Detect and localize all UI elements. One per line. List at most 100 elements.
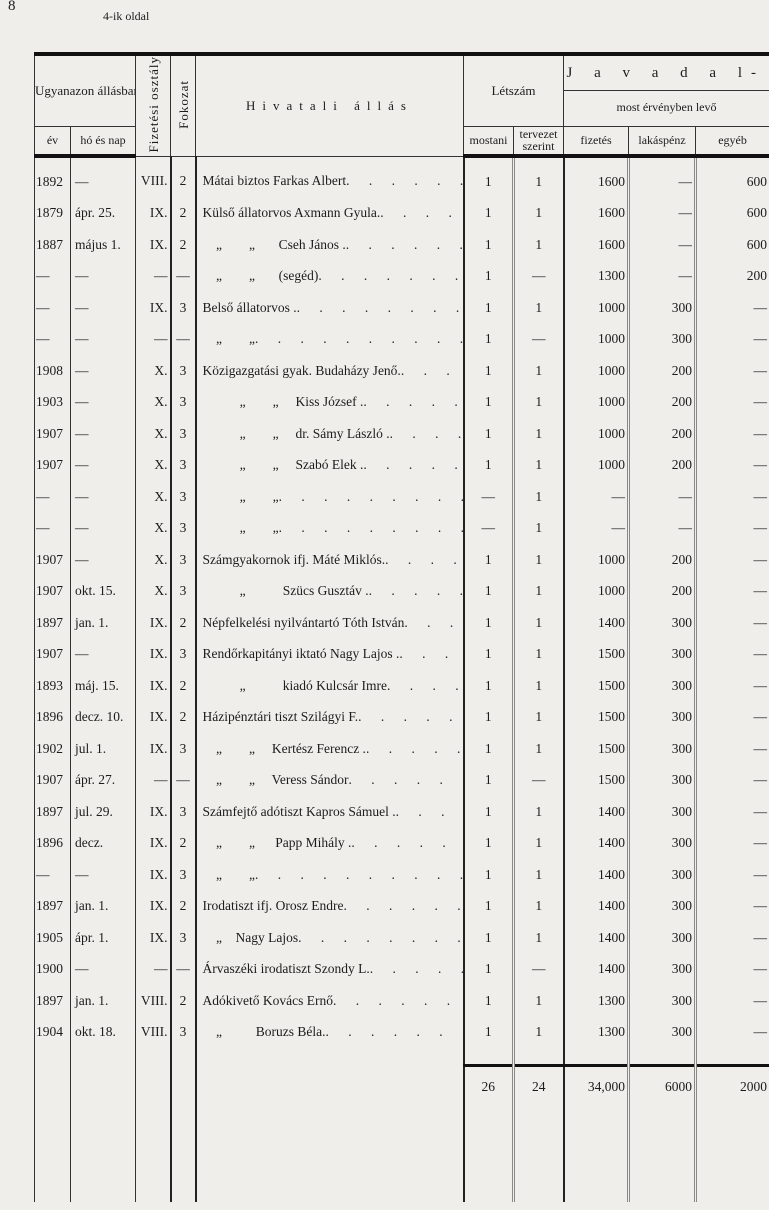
other-cell: — <box>695 638 769 671</box>
position-cell <box>195 1107 464 1203</box>
planned-count-cell: 1 <box>511 607 565 639</box>
position-cell: Számfejtő adótiszt Kapros Sámuel .. . . … <box>195 796 464 828</box>
current-count-cell: 1 <box>462 575 514 608</box>
current-count-cell: 1 <box>462 449 514 482</box>
salary-cell: 1600 <box>563 156 631 198</box>
year-cell: 1902 <box>34 733 71 765</box>
header-housing: lakáspénz <box>628 125 697 158</box>
grade-cell: 2 <box>169 607 197 639</box>
table-row: 1905 ápr. 1. IX. 3 „ Nagy Lajos. . . . . . … <box>34 922 769 954</box>
grade-cell: 2 <box>169 890 197 923</box>
other-cell: — <box>695 1016 769 1049</box>
other-cell: 600 <box>695 197 769 230</box>
planned-count-cell: — <box>511 323 565 356</box>
salary-cell: 1400 <box>563 827 631 860</box>
housing-cell: 300 <box>628 1016 698 1049</box>
position-text: Népfelkelési nyilvántartó Tóth István <box>202 614 405 630</box>
position-cell: Számgyakornok ifj. Máté Miklós.. . . . .… <box>195 544 464 576</box>
month-day-cell <box>70 1048 136 1066</box>
pay-class-cell: IX. <box>135 827 171 860</box>
planned-count-cell: 1 <box>511 386 565 419</box>
pay-class-cell: IX. <box>135 890 171 923</box>
month-day-cell: jan. 1. <box>70 607 136 639</box>
housing-cell: 300 <box>628 701 698 734</box>
grade-cell: 3 <box>169 575 197 608</box>
month-day-cell: ápr. 1. <box>70 922 136 954</box>
pay-class-cell: X. <box>135 449 171 482</box>
position-text: „ kiadó Kulcsár Imre <box>202 677 387 693</box>
current-count-cell <box>462 1107 514 1203</box>
month-day-cell: jan. 1. <box>70 985 136 1017</box>
other-cell: — <box>695 827 769 860</box>
other-cell: — <box>695 859 769 891</box>
month-day-cell: — <box>70 386 136 419</box>
position-text: Mátai biztos Farkas Albert <box>202 173 347 189</box>
pay-class-cell: IX. <box>135 229 171 261</box>
current-count-cell: 1 <box>462 386 514 419</box>
dot-leader: . . . . . . . . . . . . . . . . . . . . <box>399 646 462 662</box>
year-cell: 1903 <box>34 386 71 419</box>
salary-cell: — <box>563 512 631 545</box>
dot-leader: . . . . . . . . . . . . . . . . . . . . <box>385 551 462 567</box>
pay-class-cell: — <box>135 323 171 356</box>
housing-cell <box>628 1048 698 1066</box>
grade-cell: 3 <box>169 922 197 954</box>
salary-cell: 1600 <box>563 197 631 230</box>
header-grade: Fokozat <box>170 51 196 157</box>
grade-cell: 2 <box>169 985 197 1017</box>
position-cell: „ „ Veress Sándor. . . . . . . . . . . .… <box>195 764 464 797</box>
pay-class-cell <box>135 1107 171 1203</box>
table-row: 1907— IX. 3 Rendőrkapitányi iktató Nagy Laj… <box>34 638 769 671</box>
other-cell: 600 <box>695 229 769 261</box>
salary-cell: 1400 <box>563 796 631 828</box>
position-cell: „ „. . . . . . . . . . . . . . . . . . .… <box>195 323 464 356</box>
year-cell: 1897 <box>34 796 71 828</box>
position-text: „ „ Papp Mihály . <box>202 835 352 851</box>
housing-cell: 300 <box>628 292 698 324</box>
year-cell: 1896 <box>34 827 71 860</box>
housing-cell: 300 <box>628 796 698 828</box>
position-cell: Adókivető Kovács Ernő. . . . . . . . . .… <box>195 985 464 1017</box>
header-salary: fizetés <box>563 125 630 158</box>
other-cell: — <box>695 292 769 324</box>
dot-leader: . . . . . . . . . . . . . . . . . . . . <box>389 425 463 441</box>
position-cell: Belső állatorvos .. . . . . . . . . . . … <box>195 292 464 324</box>
year-cell: 1905 <box>34 922 71 954</box>
housing-cell: 200 <box>628 386 698 419</box>
header-pay-class: Fizetési osztály <box>135 51 171 157</box>
year-cell: 1897 <box>34 890 71 923</box>
grade-cell: — <box>169 323 197 356</box>
current-count-cell <box>462 1048 514 1066</box>
pay-class-cell: IX. <box>135 733 171 765</box>
table-row: 1900— — — Árvaszéki irodatiszt Szondy L.. .… <box>34 953 769 986</box>
table-row: 1893 máj. 15. IX. 2 „ kiadó Kulcsár Imre. .… <box>34 670 769 702</box>
table-row: ——X.3 „ „. . . . . . . . . . . . . . . .… <box>34 512 769 545</box>
month-day-cell <box>70 1107 136 1203</box>
other-cell: — <box>695 764 769 797</box>
current-count-cell: 1 <box>462 890 514 923</box>
salary-cell: 1300 <box>563 1016 631 1049</box>
year-cell: 1904 <box>34 1016 71 1049</box>
housing-cell: 200 <box>628 575 698 608</box>
planned-count-cell: 1 <box>511 229 565 261</box>
salary-cell: 1000 <box>563 418 631 450</box>
year-cell: 1907 <box>34 575 71 608</box>
current-count-cell: — <box>462 481 514 513</box>
pay-class-cell: X. <box>135 355 171 387</box>
grade-cell: 2 <box>169 827 197 860</box>
month-day-cell: — <box>70 859 136 891</box>
other-cell: — <box>695 796 769 828</box>
position-text: „ Boruzs Béla. <box>202 1024 326 1040</box>
year-cell: — <box>34 292 71 324</box>
year-cell: 1907 <box>34 764 71 797</box>
total-other-cell: 2000 <box>695 1064 769 1108</box>
planned-count-cell: 1 <box>511 827 565 860</box>
grade-cell: 2 <box>169 229 197 261</box>
housing-cell: 300 <box>628 670 698 702</box>
grade-cell: 3 <box>169 859 197 891</box>
current-count-cell: 1 <box>462 701 514 734</box>
pay-class-cell <box>135 1048 171 1066</box>
position-text: „ „ Veress Sándor <box>202 772 349 788</box>
position-cell: „ Nagy Lajos. . . . . . . . . . . . . . … <box>195 922 464 954</box>
